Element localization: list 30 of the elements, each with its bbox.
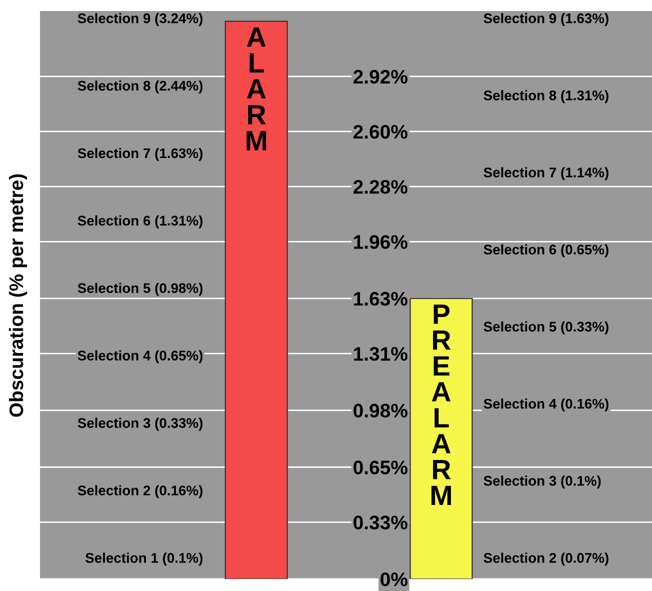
annotation: Selection 4 (0.65%)	[78, 350, 202, 364]
y-axis-title: Obscuration (% per metre)	[8, 174, 28, 417]
y-tick-label: 2.92%	[353, 70, 408, 84]
annotation: Selection 3 (0.1%)	[484, 476, 601, 489]
annotation: Selection 5 (0.33%)	[484, 321, 608, 334]
y-tick-label: 0.98%	[354, 404, 408, 418]
annotation: Selection 6 (1.31%)	[78, 215, 202, 228]
annotation: Selection 7 (1.63%)	[78, 148, 202, 161]
annotation: Selection 9 (1.63%)	[484, 13, 608, 26]
annotation: Selection 1 (0.1%)	[85, 552, 202, 566]
annotation: Selection 8 (1.31%)	[484, 90, 608, 104]
annotation: Selection 2 (0.16%)	[78, 485, 202, 498]
annotation: Selection 3 (0.33%)	[78, 418, 202, 431]
y-tick-label: 2.60%	[353, 124, 408, 139]
y-tick-label: 1.31%	[354, 346, 408, 361]
y-tick-label: 1.63%	[354, 292, 408, 306]
y-tick-label: 0.65%	[354, 460, 408, 474]
annotation: Selection 6 (0.65%)	[484, 244, 608, 258]
annotation: Selection 7 (1.14%)	[484, 167, 608, 180]
annotation: Selection 8 (2.44%)	[78, 80, 202, 94]
annotation: Selection 9 (3.24%)	[78, 13, 202, 26]
y-tick-label: 0.33%	[354, 516, 408, 530]
annotation: Selection 4 (0.16%)	[484, 398, 608, 412]
annotation: Selection 2 (0.07%)	[484, 552, 608, 566]
x-tick-label: PREALARM	[432, 304, 451, 505]
annotation: Selection 5 (0.98%)	[78, 282, 202, 296]
y-tick-label: 2.28%	[353, 180, 408, 194]
x-tick-label: ALARM	[246, 28, 266, 150]
y-tick-label: 1.96%	[354, 235, 408, 249]
y-tick-label: 0%	[380, 572, 408, 586]
